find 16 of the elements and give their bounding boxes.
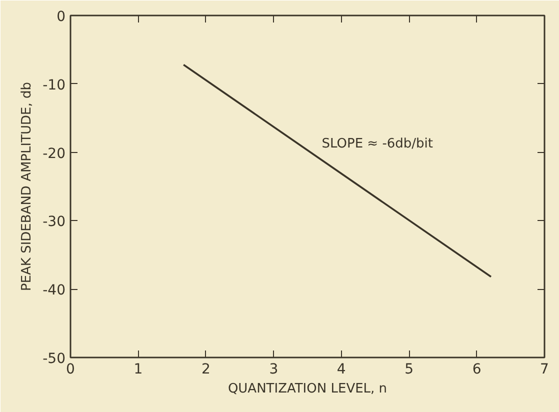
annotation: SLOPE ≈ -6db/bit: [322, 136, 433, 152]
y-tick-label: -10: [42, 77, 66, 94]
x-tick-label: 6: [472, 362, 482, 378]
x-tick-label: 7: [540, 362, 549, 378]
x-tick-label: 2: [201, 362, 210, 378]
x-tick-label: 5: [404, 362, 414, 378]
y-axis-title: PEAK SIDEBAND AMPLITUDE, db: [20, 82, 35, 292]
x-tick-label: 3: [269, 362, 278, 378]
y-tick-label: -30: [42, 214, 66, 230]
x-tick-label: 1: [134, 362, 143, 378]
y-tick-label: -40: [42, 282, 66, 299]
x-axis-title: QUANTIZATION LEVEL, n: [228, 382, 388, 396]
y-tick-label: -20: [42, 146, 66, 162]
y-tick-label: -50: [42, 351, 66, 367]
y-tick-label: 0: [56, 9, 66, 25]
x-tick-label: 4: [336, 362, 346, 378]
